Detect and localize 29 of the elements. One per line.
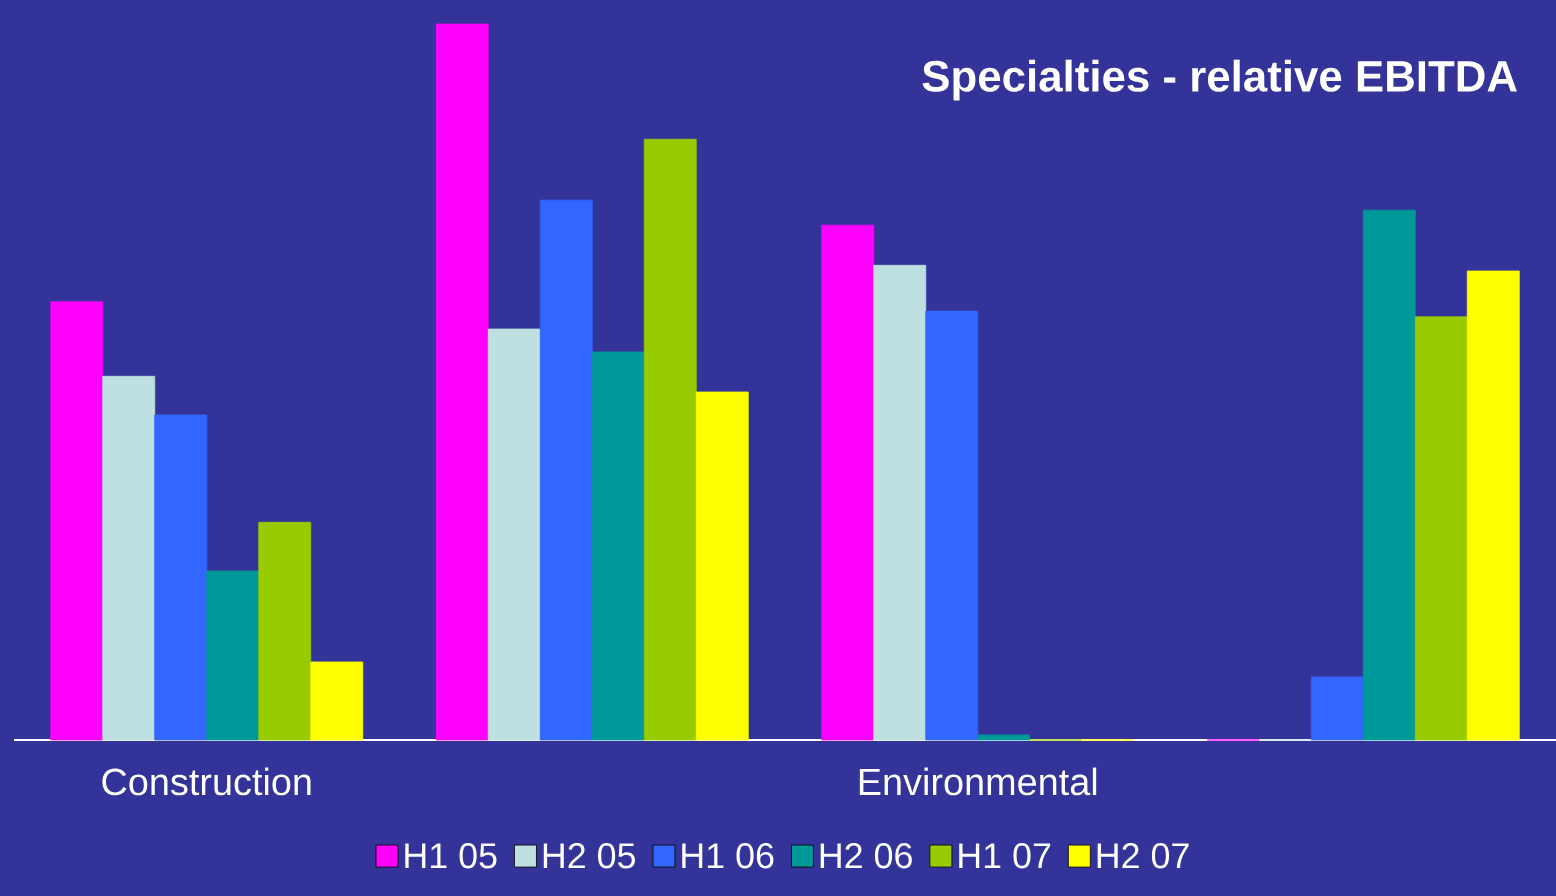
bar [1310,676,1364,741]
bar [1466,270,1520,741]
legend-label: H1 06 [682,843,774,869]
x-tick-label: Environmental [859,767,1097,796]
bar [977,734,1031,741]
bar [591,351,645,741]
bar [206,570,260,741]
legend-label: H2 07 [1097,843,1189,869]
legend-label: H1 05 [405,843,497,869]
legend-label: H2 05 [543,843,635,869]
bar [873,264,927,741]
text: Specialties - relative EBITDA [922,59,1517,101]
bar [154,414,208,741]
bar [50,301,104,741]
bar [102,375,156,741]
bar [643,138,697,741]
bar [310,661,364,741]
legend-label: H2 06 [820,843,912,869]
bar [435,23,489,741]
bar [258,521,312,741]
bar [1362,209,1416,741]
bar [925,310,979,741]
bar [539,199,593,741]
legend-label: H1 07 [959,843,1051,869]
bar [695,391,749,741]
bar [821,224,875,741]
bar [487,328,541,741]
bar [1414,316,1468,741]
x-tick-label: Construction [102,767,311,796]
